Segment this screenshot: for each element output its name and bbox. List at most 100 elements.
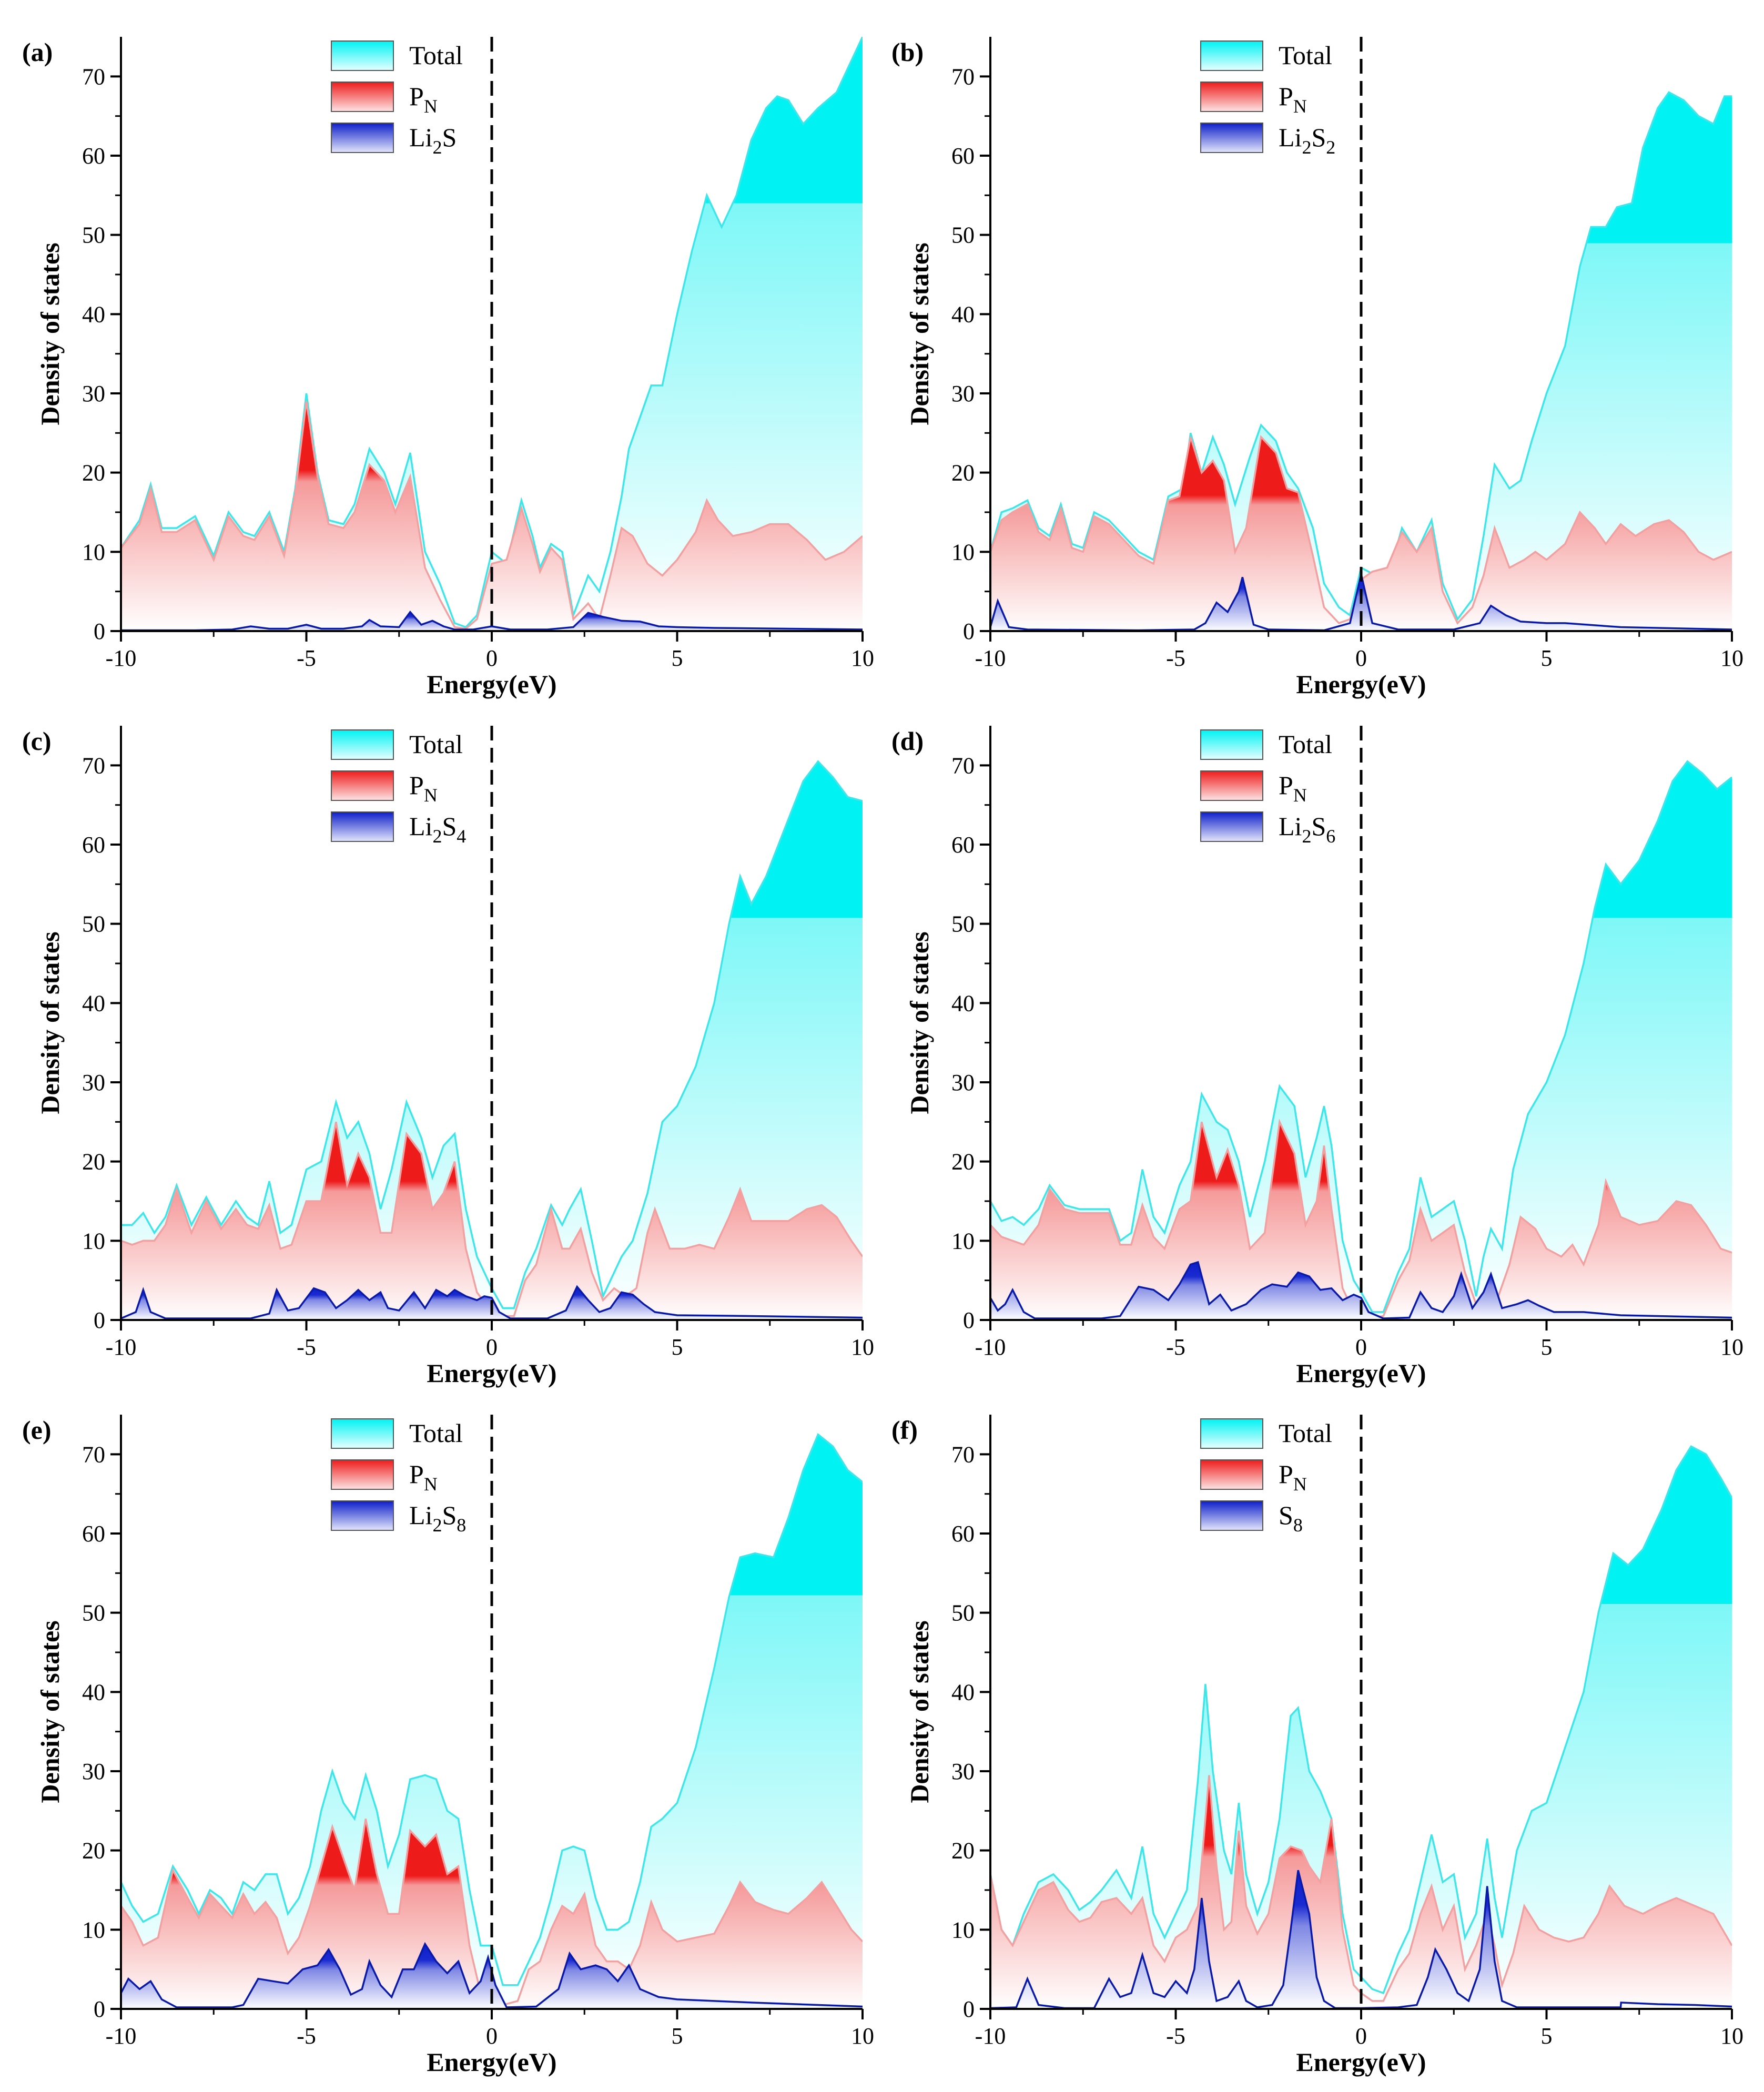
legend-label-total: Total xyxy=(409,40,463,70)
panel-label: (b) xyxy=(891,37,924,67)
series-area-p xyxy=(121,1122,863,1320)
x-tick-label: 10 xyxy=(851,2023,874,2049)
y-tick-label: 50 xyxy=(82,222,105,248)
series-line-p xyxy=(990,1775,1732,2002)
y-axis-title: Density of states xyxy=(35,242,65,425)
panel-label: (a) xyxy=(22,37,53,67)
panel-label: (c) xyxy=(22,726,52,756)
series-line-p xyxy=(990,435,1732,625)
series-line-li xyxy=(121,611,863,631)
y-tick-label: 10 xyxy=(82,1228,105,1254)
y-tick-label: 50 xyxy=(82,1600,105,1626)
y-tick-label: 70 xyxy=(951,1441,975,1467)
series-area-li xyxy=(990,1262,1732,1320)
legend-label-pn: PN xyxy=(1279,82,1307,117)
legend-swatch-0 xyxy=(1200,729,1263,760)
y-tick-label: 40 xyxy=(82,990,105,1016)
y-tick-label: 60 xyxy=(951,1521,975,1547)
x-tick-label: -5 xyxy=(297,2023,316,2049)
legend-swatch-1 xyxy=(331,770,394,801)
legend-swatch-2 xyxy=(331,1500,394,1531)
plot-area xyxy=(121,37,863,631)
y-tick-label: 30 xyxy=(82,1759,105,1784)
y-tick-label: 10 xyxy=(951,539,975,565)
dos-panel-a: 0 10 20 30 40 50 60 70 -10 -5 0 5 10 Energy(eV) Densit… xyxy=(22,37,874,699)
x-tick-label: 0 xyxy=(486,645,498,671)
y-tick-label: 70 xyxy=(82,753,105,778)
legend-label-species: S8 xyxy=(1279,1500,1303,1536)
panel-label: (f) xyxy=(891,1415,918,1445)
legend-label-species: Li2S8 xyxy=(409,1500,466,1536)
legend-label-pn: PN xyxy=(409,770,438,806)
y-tick-label: 20 xyxy=(82,460,105,486)
x-tick-label: -5 xyxy=(297,645,316,671)
series-line-li xyxy=(121,1942,863,2008)
panel-label: (d) xyxy=(891,726,924,756)
legend-label-total: Total xyxy=(409,1418,463,1448)
y-tick-label: 0 xyxy=(963,1996,975,2022)
legend-swatch-0 xyxy=(331,40,394,71)
y-axis-title: Density of states xyxy=(35,931,65,1114)
y-axis-title: Density of states xyxy=(905,931,934,1114)
x-axis-title: Energy(eV) xyxy=(1296,1358,1426,1388)
x-tick-label: 5 xyxy=(672,2023,683,2049)
x-tick-label: 10 xyxy=(851,1334,874,1360)
x-tick-label: 0 xyxy=(486,2023,498,2049)
y-tick-label: 20 xyxy=(951,1149,975,1175)
y-tick-label: 20 xyxy=(951,460,975,486)
x-tick-label: 0 xyxy=(1355,2023,1367,2049)
y-tick-label: 30 xyxy=(82,1070,105,1095)
x-axis-title: Energy(eV) xyxy=(1296,2047,1426,2077)
dos-panel-f: 0 10 20 30 40 50 60 70 -10 -5 0 5 10 Energy(eV) Densit… xyxy=(891,1415,1743,2077)
y-axis-title: Density of states xyxy=(35,1620,65,1803)
legend-swatch-1 xyxy=(331,82,394,112)
y-tick-label: 50 xyxy=(82,911,105,937)
x-tick-label: 5 xyxy=(1541,2023,1553,2049)
y-tick-label: 20 xyxy=(951,1838,975,1864)
dos-panel-e: 0 10 20 30 40 50 60 70 -10 -5 0 5 10 Energy(eV) Densit… xyxy=(22,1415,874,2077)
y-tick-label: 50 xyxy=(951,911,975,937)
x-tick-label: -10 xyxy=(975,645,1006,671)
y-tick-label: 0 xyxy=(94,1307,105,1333)
legend-swatch-0 xyxy=(1200,1418,1263,1449)
x-tick-label: -10 xyxy=(106,645,137,671)
legend-swatch-1 xyxy=(1200,770,1263,801)
x-tick-label: 10 xyxy=(1720,645,1743,671)
x-tick-label: 5 xyxy=(1541,1334,1553,1360)
x-tick-label: 10 xyxy=(851,645,874,671)
legend-label-total: Total xyxy=(1279,729,1332,759)
series-area-p xyxy=(990,436,1732,631)
y-tick-label: 30 xyxy=(951,1759,975,1784)
y-axis-title: Density of states xyxy=(905,242,934,425)
x-tick-label: -10 xyxy=(106,1334,137,1360)
series-area-total xyxy=(990,1446,1732,2009)
y-tick-label: 70 xyxy=(82,1441,105,1467)
x-tick-label: -5 xyxy=(1166,1334,1185,1360)
series-area-p xyxy=(990,1775,1732,2009)
y-tick-label: 70 xyxy=(951,64,975,89)
legend-swatch-2 xyxy=(331,123,394,153)
legend-swatch-0 xyxy=(331,729,394,760)
y-tick-label: 40 xyxy=(82,1679,105,1705)
y-tick-label: 40 xyxy=(951,1679,975,1705)
legend-label-total: Total xyxy=(409,729,463,759)
series-line-li xyxy=(121,1285,863,1319)
legend-label-pn: PN xyxy=(409,82,438,117)
legend-label-total: Total xyxy=(1279,40,1332,70)
y-tick-label: 10 xyxy=(951,1917,975,1943)
y-tick-label: 0 xyxy=(963,618,975,644)
y-tick-label: 0 xyxy=(94,1996,105,2022)
legend-swatch-0 xyxy=(331,1418,394,1449)
series-area-li xyxy=(121,612,863,631)
y-tick-label: 50 xyxy=(951,1600,975,1626)
series-area-total xyxy=(121,1434,863,2009)
series-line-total xyxy=(990,91,1732,621)
plot-area xyxy=(990,1445,1732,2009)
x-tick-label: 10 xyxy=(1720,1334,1743,1360)
x-tick-label: 5 xyxy=(672,645,683,671)
x-tick-label: -5 xyxy=(1166,2023,1185,2049)
legend-swatch-0 xyxy=(1200,40,1263,71)
series-area-p xyxy=(121,401,863,631)
series-line-total xyxy=(121,1433,863,1986)
series-line-s xyxy=(990,1870,1732,2009)
